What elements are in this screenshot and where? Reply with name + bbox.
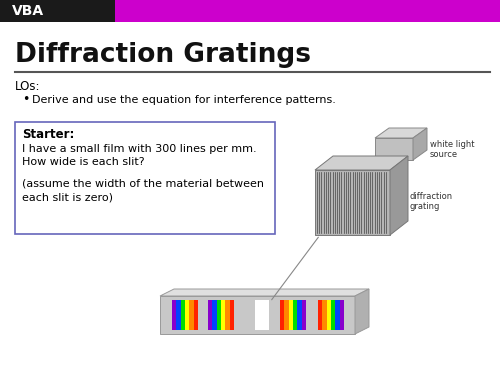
FancyBboxPatch shape — [160, 296, 355, 334]
Polygon shape — [390, 156, 408, 235]
Text: diffraction
grating: diffraction grating — [410, 192, 453, 211]
FancyBboxPatch shape — [340, 300, 344, 330]
Text: LOs:: LOs: — [15, 81, 40, 93]
FancyBboxPatch shape — [176, 300, 180, 330]
FancyBboxPatch shape — [212, 300, 216, 330]
Text: VBA: VBA — [12, 4, 44, 18]
FancyBboxPatch shape — [0, 0, 115, 22]
FancyBboxPatch shape — [318, 300, 322, 330]
FancyBboxPatch shape — [255, 300, 269, 330]
Text: (assume the width of the material between: (assume the width of the material betwee… — [22, 179, 264, 189]
FancyBboxPatch shape — [326, 300, 331, 330]
FancyBboxPatch shape — [190, 300, 194, 330]
FancyBboxPatch shape — [221, 300, 226, 330]
Text: each slit is zero): each slit is zero) — [22, 192, 113, 202]
FancyBboxPatch shape — [172, 300, 176, 330]
FancyBboxPatch shape — [194, 300, 198, 330]
FancyBboxPatch shape — [15, 122, 275, 234]
FancyBboxPatch shape — [208, 300, 212, 330]
FancyBboxPatch shape — [216, 300, 221, 330]
FancyBboxPatch shape — [185, 300, 190, 330]
FancyBboxPatch shape — [288, 300, 293, 330]
Polygon shape — [413, 128, 427, 160]
FancyBboxPatch shape — [302, 300, 306, 330]
FancyBboxPatch shape — [336, 300, 340, 330]
Polygon shape — [315, 156, 408, 170]
FancyBboxPatch shape — [280, 300, 284, 330]
FancyBboxPatch shape — [293, 300, 298, 330]
Text: I have a small film with 300 lines per mm.: I have a small film with 300 lines per m… — [22, 144, 256, 154]
Text: Derive and use the equation for interference patterns.: Derive and use the equation for interfer… — [32, 95, 336, 105]
Polygon shape — [160, 289, 369, 296]
FancyBboxPatch shape — [331, 300, 336, 330]
FancyBboxPatch shape — [298, 300, 302, 330]
Polygon shape — [355, 289, 369, 334]
Polygon shape — [375, 128, 427, 138]
FancyBboxPatch shape — [115, 0, 500, 22]
FancyBboxPatch shape — [226, 300, 230, 330]
FancyBboxPatch shape — [375, 138, 413, 160]
Text: How wide is each slit?: How wide is each slit? — [22, 157, 144, 167]
Text: •: • — [22, 93, 30, 106]
Text: white light
source: white light source — [430, 140, 474, 159]
Text: Diffraction Gratings: Diffraction Gratings — [15, 42, 311, 68]
Text: Starter:: Starter: — [22, 129, 74, 141]
FancyBboxPatch shape — [315, 170, 390, 235]
FancyBboxPatch shape — [230, 300, 234, 330]
FancyBboxPatch shape — [322, 300, 326, 330]
FancyBboxPatch shape — [180, 300, 185, 330]
FancyBboxPatch shape — [284, 300, 288, 330]
